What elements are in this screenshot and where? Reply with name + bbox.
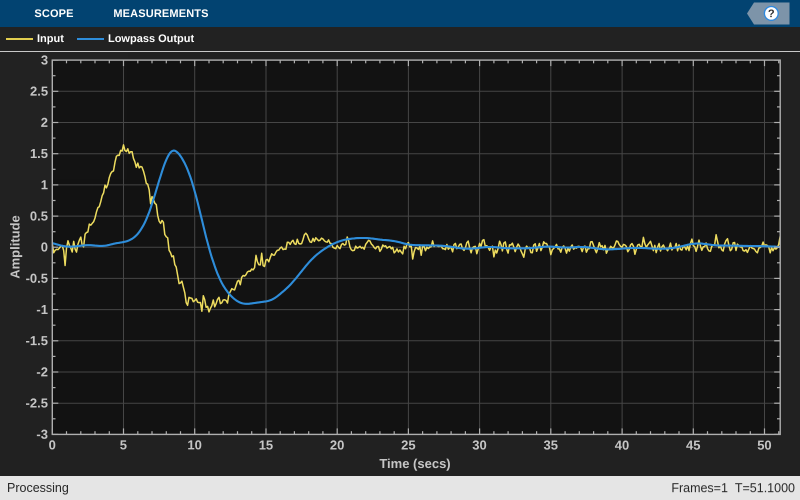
svg-text:45: 45	[686, 438, 700, 453]
svg-text:10: 10	[187, 437, 201, 452]
svg-text:3: 3	[41, 52, 48, 67]
svg-text:?: ?	[768, 8, 775, 20]
svg-text:35: 35	[543, 438, 557, 453]
svg-text:-1: -1	[36, 302, 48, 317]
svg-text:30: 30	[472, 438, 486, 453]
svg-text:2.5: 2.5	[30, 84, 48, 99]
svg-text:0.5: 0.5	[30, 208, 48, 223]
svg-text:5: 5	[120, 437, 127, 452]
svg-text:1.5: 1.5	[30, 146, 48, 161]
svg-text:25: 25	[401, 437, 415, 452]
svg-text:1: 1	[41, 177, 48, 192]
svg-text:-1.5: -1.5	[26, 333, 48, 348]
svg-text:-0.5: -0.5	[26, 271, 48, 286]
svg-text:0: 0	[41, 240, 48, 255]
svg-text:2: 2	[41, 115, 48, 130]
svg-text:15: 15	[259, 437, 273, 452]
svg-text:Amplitude: Amplitude	[7, 215, 22, 279]
svg-text:50: 50	[757, 438, 771, 453]
svg-text:20: 20	[330, 437, 344, 452]
svg-text:Time (secs): Time (secs)	[379, 456, 450, 471]
svg-text:-2.5: -2.5	[26, 396, 48, 411]
svg-text:-3: -3	[36, 427, 48, 442]
svg-text:40: 40	[615, 438, 629, 453]
svg-text:-2: -2	[36, 364, 48, 379]
svg-text:0: 0	[49, 437, 56, 452]
